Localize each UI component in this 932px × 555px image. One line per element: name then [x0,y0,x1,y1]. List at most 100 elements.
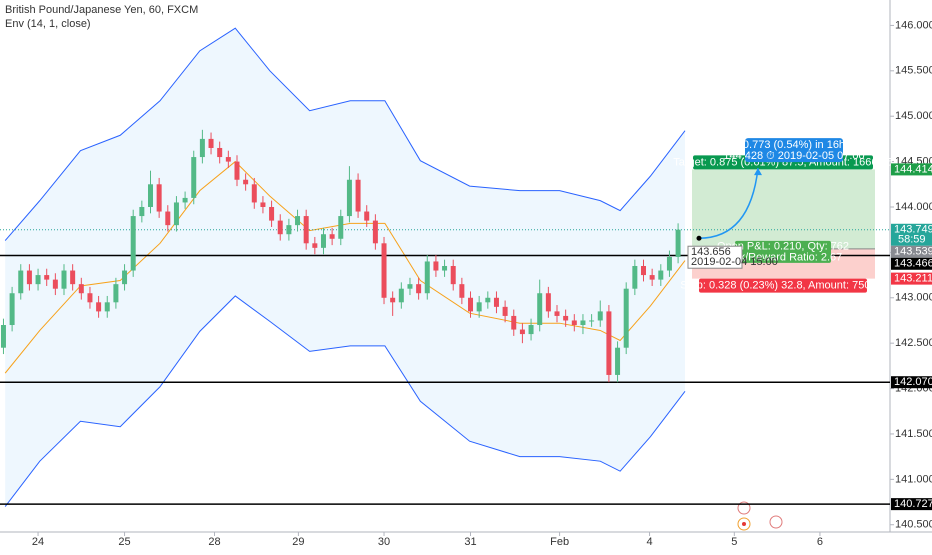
candle-body [156,184,162,212]
price-label-box [891,257,932,270]
price-label-box [891,376,932,389]
risk-reward: Risk/Reward Ratio: 2.67 [724,252,843,264]
y-tick-label: 143.000 [895,292,932,304]
candle-body [364,211,370,221]
price-label-box [891,498,932,511]
candle-body [545,293,551,312]
candle-body [18,270,24,294]
candle-body [675,229,681,257]
stop-label-box [699,278,867,293]
candle-body [61,270,67,289]
candle-body [649,275,655,280]
envelope-fill [5,28,686,507]
candle-body [122,270,128,285]
candle-body [640,266,646,276]
x-tick-label: Feb [550,536,569,548]
price-label: 143.466 [894,258,932,270]
price-label: 142.070 [894,376,932,388]
price-label: 144.414 [894,163,932,175]
event-icon [737,501,751,515]
candle-body [390,297,396,303]
price-label-box [891,223,932,246]
candle-body [519,329,525,335]
y-tick-label: 142.500 [895,337,932,349]
forecast-start-price: 143.656 [691,246,731,258]
candle-body [563,315,569,321]
event-icon [742,522,746,526]
chart-title: British Pound/Japanese Yen, 60, FXCM [5,4,198,16]
x-tick-label: 30 [378,536,390,548]
candle-body [632,266,638,289]
candle-body [52,279,58,289]
candle-body [476,302,482,312]
candle-body [459,284,465,298]
forecast-arrow [754,168,762,176]
candle-body [173,202,179,226]
candle-body [424,261,430,294]
x-tick-label: 29 [292,536,304,548]
candle-body [269,206,275,221]
y-tick-label: 145.000 [895,110,932,122]
candle-body [312,243,318,248]
envelope-upper [4,27,686,241]
forecast-start [696,235,702,241]
candle-body [589,320,595,322]
candle-body [623,288,629,348]
candle-body [346,179,352,217]
candle-body [355,179,361,212]
candle-body [234,161,240,180]
candle-body [139,206,145,217]
candle-body [243,179,249,185]
candle-body [44,275,50,280]
candle-body [199,138,205,158]
candle-body [502,306,508,316]
stop-label: Stop: 0.328 (0.23%) 32.8, Amount: 750.06 [680,280,885,292]
price-label: 140.727 [894,498,932,510]
candle-body [113,284,119,303]
forecast-change: 0.773 (0.54%) in 16h [743,139,845,151]
candle-body [320,234,326,248]
candle-body [303,216,309,244]
candle-body [381,243,387,298]
candle-body [295,216,301,226]
candle-body [615,347,621,375]
candle-body [450,266,456,285]
candle-body [78,284,84,294]
x-tick-label: 25 [118,536,130,548]
candle-body [528,325,534,335]
candle-body [329,234,335,239]
envelope-basis [4,160,686,374]
price-label: 143.749 [894,224,932,236]
event-icon [769,515,783,529]
y-tick-label: 144.000 [895,201,932,213]
candle-body [485,297,491,303]
candle-body [182,197,188,203]
candle-body [104,302,110,312]
price-label-box [891,163,932,176]
y-tick-label: 141.500 [895,428,932,440]
candle-body [217,147,223,158]
candle-body [130,216,136,271]
candle-body [416,284,422,294]
candle-body [554,311,560,316]
y-tick-label: 146.000 [895,19,932,31]
forecast-curve [698,168,759,239]
target-zone [692,169,875,249]
x-tick-label: 31 [464,536,476,548]
forecast-start-date: 2019-02-04 15:00 [691,256,778,268]
candle-body [442,266,448,271]
candle-body [70,270,76,285]
price-label-box [891,245,932,258]
candle-body [511,315,517,330]
candle-body [658,270,664,280]
candle-body [571,320,577,326]
x-tick-label: 28 [208,536,220,548]
forecast-end: 144.428 ⏱ 2019-02-05 07:00 [723,150,864,162]
event-icons [737,501,783,531]
candle-body [225,157,231,162]
price-label-box [891,272,932,285]
x-tick-label: 24 [32,536,44,548]
indicator-label: Env (14, 1, close) [5,18,91,30]
